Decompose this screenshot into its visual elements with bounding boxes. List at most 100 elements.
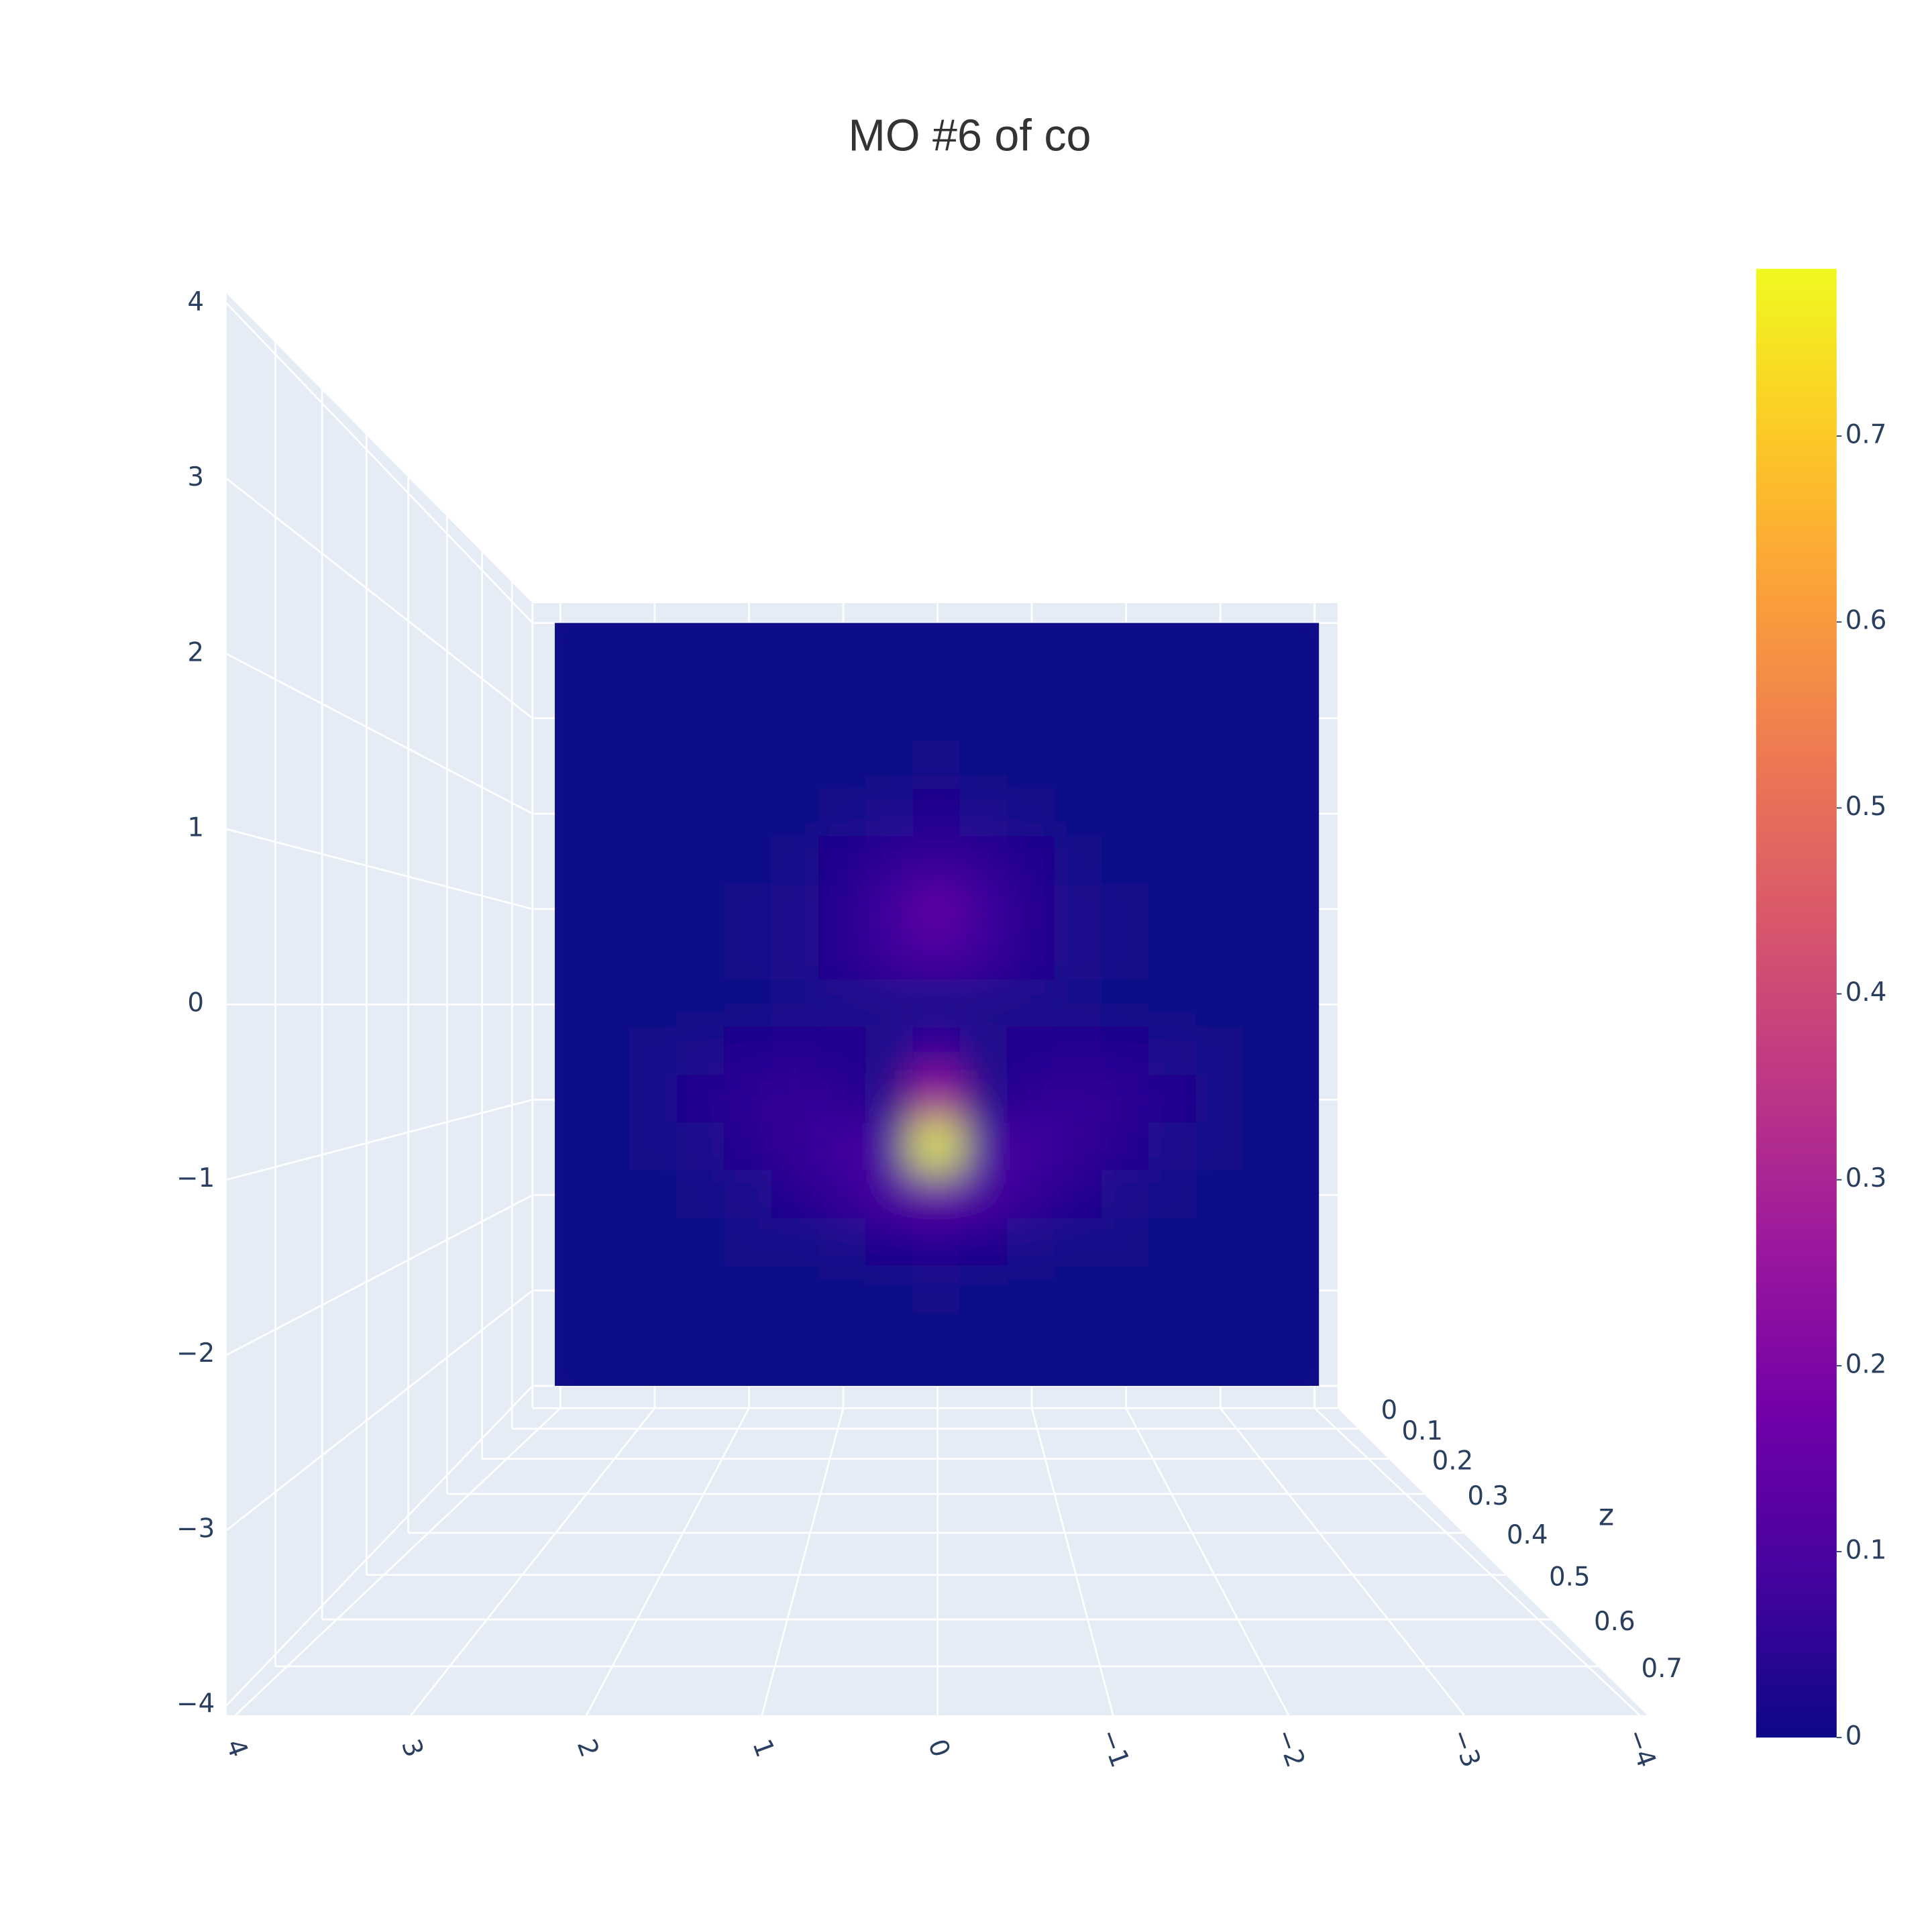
surface-cell bbox=[1289, 693, 1320, 744]
colorbar bbox=[1756, 268, 1837, 1738]
surface-cell bbox=[912, 1313, 963, 1364]
surface-cell bbox=[912, 1122, 963, 1173]
surface-cell bbox=[1148, 1170, 1198, 1220]
surface-cell bbox=[582, 931, 633, 982]
surface-cell bbox=[865, 1075, 916, 1125]
surface-cell bbox=[724, 931, 774, 982]
colorbar-tick-label: 0.1 bbox=[1845, 1535, 1887, 1565]
surface-cell bbox=[1148, 741, 1198, 792]
surface-cell bbox=[1148, 788, 1198, 839]
surface-cell bbox=[1242, 645, 1293, 696]
surface-cell bbox=[1289, 979, 1320, 1030]
surface-cell bbox=[1054, 645, 1104, 696]
surface-cell bbox=[1242, 1026, 1293, 1077]
surface-cell bbox=[912, 693, 963, 744]
surface-cell bbox=[1195, 623, 1246, 648]
x-tick-label: −2 bbox=[1269, 1725, 1311, 1772]
y-tick-label: 0 bbox=[187, 988, 204, 1018]
x-tick-label: −3 bbox=[1445, 1725, 1487, 1772]
x-tick-label: 3 bbox=[395, 1735, 429, 1762]
surface-cell bbox=[724, 836, 774, 887]
surface-cell bbox=[818, 1026, 868, 1077]
surface-cell bbox=[1242, 1170, 1293, 1220]
surface-cell bbox=[959, 1075, 1010, 1125]
surface-cell bbox=[959, 931, 1010, 982]
surface-cell bbox=[1101, 693, 1151, 744]
surface-cell bbox=[1195, 693, 1246, 744]
surface-cell bbox=[1148, 931, 1198, 982]
surface-cell bbox=[724, 741, 774, 792]
surface-cell bbox=[1101, 1026, 1151, 1077]
surface-cell bbox=[582, 883, 633, 934]
surface-cell bbox=[677, 741, 727, 792]
surface-cell bbox=[1101, 1170, 1151, 1220]
surface-cell bbox=[1101, 1265, 1151, 1316]
surface-cell bbox=[629, 883, 680, 934]
surface-cell bbox=[1148, 1122, 1198, 1173]
surface-cell bbox=[1242, 693, 1293, 744]
surface-cell bbox=[555, 1265, 586, 1316]
surface-cell bbox=[1007, 1026, 1057, 1077]
surface-cell bbox=[724, 623, 774, 648]
surface-cell bbox=[1242, 836, 1293, 887]
surface-cell bbox=[1195, 1122, 1246, 1173]
surface-cell bbox=[582, 1265, 633, 1316]
surface-cell bbox=[865, 1218, 916, 1268]
surface-cell bbox=[1054, 1026, 1104, 1077]
surface-cell bbox=[582, 1218, 633, 1268]
surface-cell bbox=[629, 788, 680, 839]
surface-cell bbox=[912, 1265, 963, 1316]
surface-cell bbox=[555, 623, 586, 648]
colorbar-tick-label: 0.5 bbox=[1845, 792, 1887, 822]
surface-cell bbox=[959, 693, 1010, 744]
surface-cell bbox=[1148, 693, 1198, 744]
surface-cell bbox=[818, 931, 868, 982]
surface-cell bbox=[865, 1122, 916, 1173]
surface-cell bbox=[1101, 741, 1151, 792]
surface-cell bbox=[555, 1122, 586, 1173]
surface-cell bbox=[818, 1170, 868, 1220]
surface-cell bbox=[677, 883, 727, 934]
surface-cell bbox=[582, 741, 633, 792]
surface-cell bbox=[1054, 1265, 1104, 1316]
surface-cell bbox=[1289, 883, 1320, 934]
surface-cell bbox=[865, 788, 916, 839]
surface-cell bbox=[818, 1122, 868, 1173]
surface-cell bbox=[959, 883, 1010, 934]
surface-cell bbox=[582, 1360, 633, 1386]
surface-cell bbox=[629, 693, 680, 744]
surface-cell bbox=[1148, 1075, 1198, 1125]
y-tick-label: 3 bbox=[187, 462, 204, 492]
surface-cell bbox=[555, 836, 586, 887]
surface-cell bbox=[1007, 1313, 1057, 1364]
surface-cell bbox=[1242, 741, 1293, 792]
surface-cell bbox=[818, 1313, 868, 1364]
surface-cell bbox=[818, 741, 868, 792]
surface-cell bbox=[629, 931, 680, 982]
surface-cell bbox=[818, 623, 868, 648]
y-tick-label: −3 bbox=[176, 1513, 215, 1544]
surface-cell bbox=[865, 1170, 916, 1220]
surface-cell bbox=[582, 1026, 633, 1077]
surface-cell bbox=[677, 1170, 727, 1220]
surface-cell bbox=[865, 1360, 916, 1386]
surface-cell bbox=[865, 1313, 916, 1364]
surface-cell bbox=[1101, 645, 1151, 696]
surface-cell bbox=[1242, 1122, 1293, 1173]
surface-cell bbox=[771, 1360, 821, 1386]
surface-cell bbox=[677, 931, 727, 982]
surface-cell bbox=[629, 836, 680, 887]
surface-cell bbox=[1195, 883, 1246, 934]
surface-cell bbox=[1148, 645, 1198, 696]
surface-cell bbox=[1054, 788, 1104, 839]
chart-title: MO #6 of co bbox=[849, 111, 1091, 160]
surface-cell bbox=[724, 1218, 774, 1268]
surface-cell bbox=[959, 1265, 1010, 1316]
surface-cell bbox=[1195, 1170, 1246, 1220]
surface-cell bbox=[1007, 883, 1057, 934]
surface-cell bbox=[1007, 788, 1057, 839]
surface-cell bbox=[1289, 1170, 1320, 1220]
surface-cell bbox=[1101, 931, 1151, 982]
surface-cell bbox=[582, 1122, 633, 1173]
